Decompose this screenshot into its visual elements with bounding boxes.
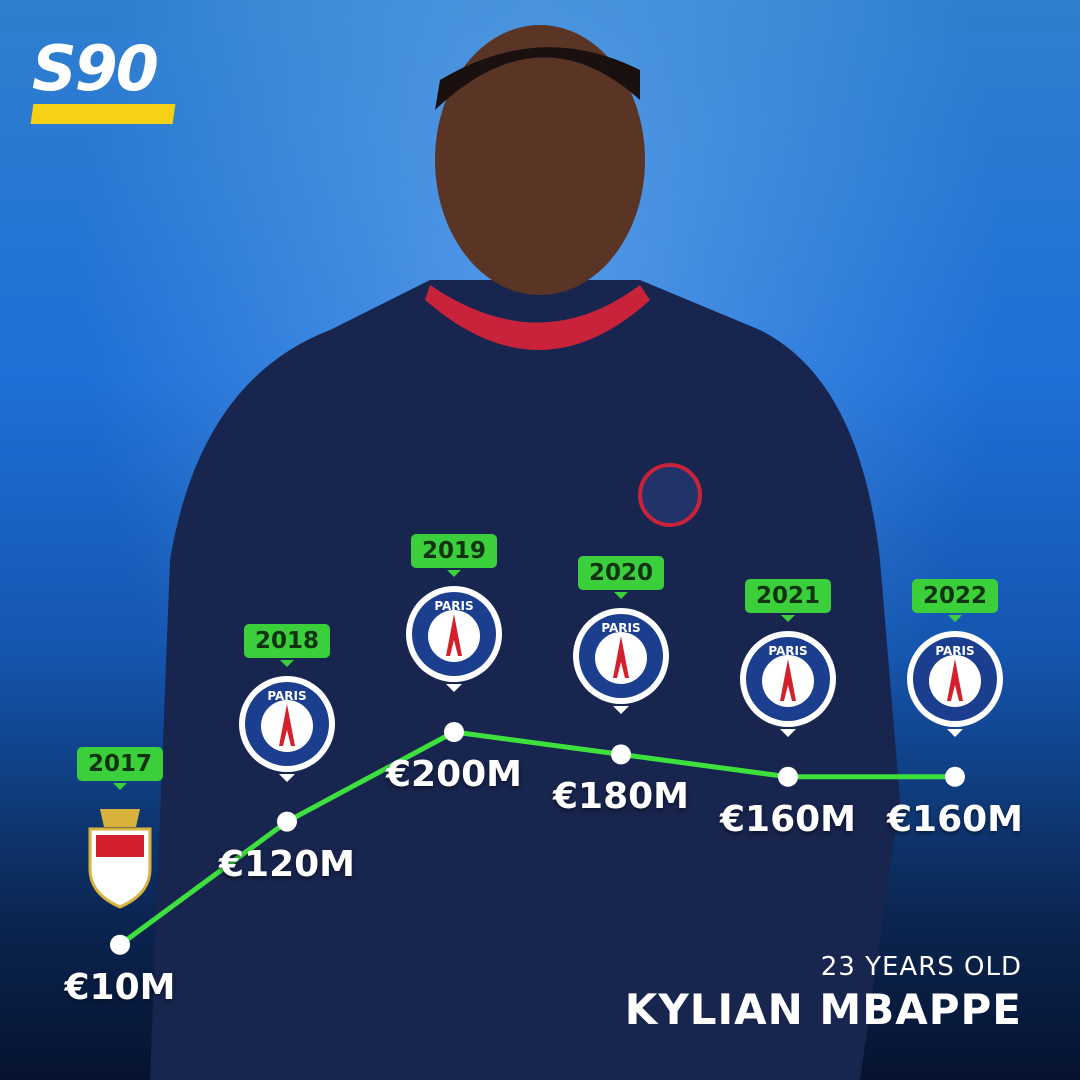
value-line <box>118 729 955 947</box>
psg-crest-icon: PARIS <box>740 630 836 737</box>
value-label: €10M <box>64 966 176 1008</box>
svg-text:PARIS: PARIS <box>601 621 640 635</box>
psg-crest-icon: PARIS <box>406 586 502 692</box>
data-point <box>778 766 798 787</box>
value-label: €160M <box>886 798 1024 840</box>
s90-logo: S90 <box>30 32 176 124</box>
year-badge: 2022 <box>912 578 998 622</box>
year-badge: 2017 <box>77 746 163 790</box>
player-age: 23 YEARS OLD <box>820 952 1022 982</box>
psg-crest-icon: PARIS <box>573 608 669 715</box>
monaco-crest-icon <box>72 799 168 909</box>
data-point <box>444 722 464 742</box>
psg-crest-icon: PARIS <box>239 675 335 782</box>
data-point <box>945 766 965 787</box>
data-point <box>277 811 297 832</box>
value-label: €120M <box>218 843 356 885</box>
svg-text:PARIS: PARIS <box>768 644 807 658</box>
svg-text:PARIS: PARIS <box>267 689 306 703</box>
year-badge: 2019 <box>411 534 497 577</box>
svg-text:PARIS: PARIS <box>935 644 974 658</box>
year-badge: 2021 <box>745 578 831 622</box>
logo-text: S90 <box>32 32 159 105</box>
svg-text:PARIS: PARIS <box>434 599 473 613</box>
year-badge: 2018 <box>244 623 330 667</box>
year-badge: 2020 <box>578 556 664 600</box>
psg-crest-icon: PARIS <box>907 630 1003 737</box>
data-point <box>110 934 130 955</box>
data-point <box>611 744 631 765</box>
value-label: €180M <box>552 776 690 818</box>
value-label: €160M <box>719 798 857 840</box>
player-name: KYLIAN MBAPPE <box>624 985 1022 1034</box>
value-label: €200M <box>385 754 523 795</box>
